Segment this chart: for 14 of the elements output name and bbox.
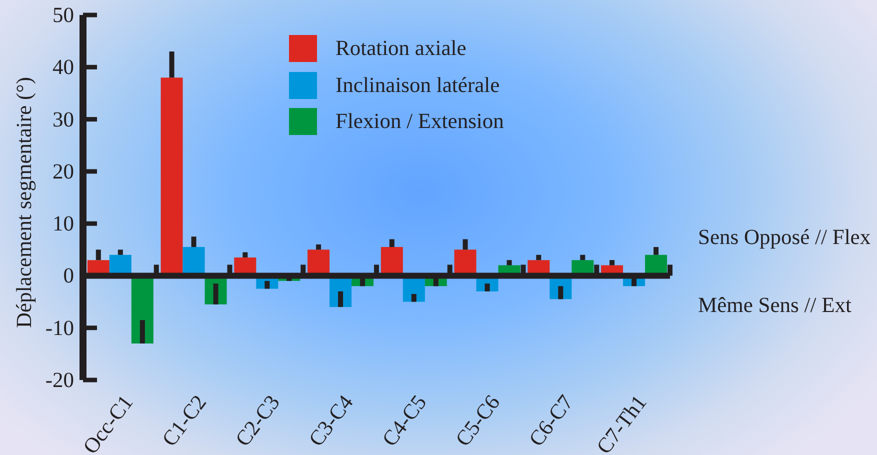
legend-label: Flexion / Extension: [336, 108, 504, 135]
y-tick-label: 0: [63, 264, 74, 288]
text: Même Sens // Ext: [698, 292, 852, 317]
legend-label: Rotation axiale: [336, 35, 466, 62]
y-tick-label: 50: [52, 3, 74, 27]
y-tick-label: 40: [52, 55, 74, 80]
y-tick-label: -20: [45, 368, 74, 392]
y-tick-label: -10: [45, 316, 74, 340]
y-tick-label: 30: [52, 107, 74, 132]
y-tick-label: 20: [52, 159, 74, 184]
y-tick-label: 10: [52, 212, 74, 236]
legend-label: Inclinaison latérale: [336, 72, 500, 98]
text: Sens Opposé // Flex: [698, 224, 871, 249]
y-axis-title: Déplacement segmentaire (°): [12, 77, 36, 328]
